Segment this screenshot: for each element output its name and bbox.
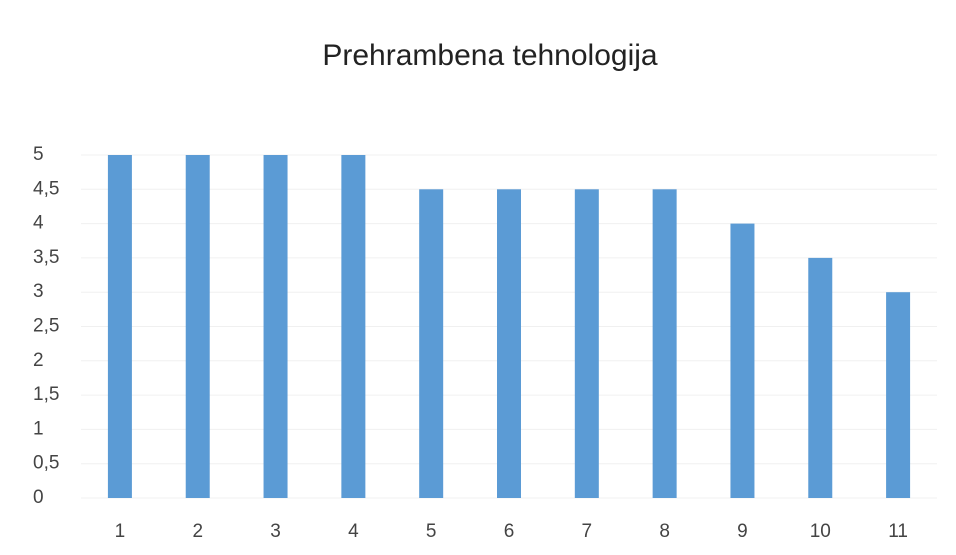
- x-tick-label: 5: [426, 521, 437, 542]
- bar: [652, 189, 677, 499]
- x-tick-label: 4: [348, 521, 359, 542]
- y-tick-label: 1,5: [33, 384, 59, 405]
- y-tick-label: 3: [33, 281, 44, 302]
- y-tick-label: 4: [33, 213, 44, 234]
- x-tick-label: 2: [192, 521, 203, 542]
- x-tick-label: 1: [115, 521, 126, 542]
- y-tick-label: 5: [33, 144, 44, 165]
- y-tick-label: 2,5: [33, 316, 59, 337]
- y-tick-label: 0: [33, 487, 44, 508]
- y-tick-label: 3,5: [33, 247, 59, 268]
- bar: [497, 189, 521, 499]
- bar: [341, 155, 366, 498]
- bar: [730, 223, 755, 498]
- bar: [185, 155, 210, 498]
- x-tick-label: 3: [270, 521, 281, 542]
- y-tick-label: 4,5: [33, 178, 59, 199]
- x-tick-label: 6: [504, 521, 515, 542]
- bar: [574, 189, 599, 499]
- chart-title: Prehrambena tehnologija: [322, 39, 658, 72]
- x-tick-label: 9: [737, 521, 748, 542]
- x-tick-label: 7: [582, 521, 593, 542]
- y-tick-label: 0,5: [33, 453, 59, 474]
- bar: [263, 155, 288, 498]
- x-tick-label: 8: [659, 521, 670, 542]
- x-tick-label: 11: [888, 521, 908, 542]
- bar: [419, 189, 444, 499]
- bar: [886, 292, 911, 498]
- bar: [808, 257, 833, 498]
- y-tick-label: 1: [33, 418, 44, 439]
- bar: [107, 155, 132, 498]
- y-tick-label: 2: [33, 350, 44, 371]
- x-tick-label: 10: [810, 521, 831, 542]
